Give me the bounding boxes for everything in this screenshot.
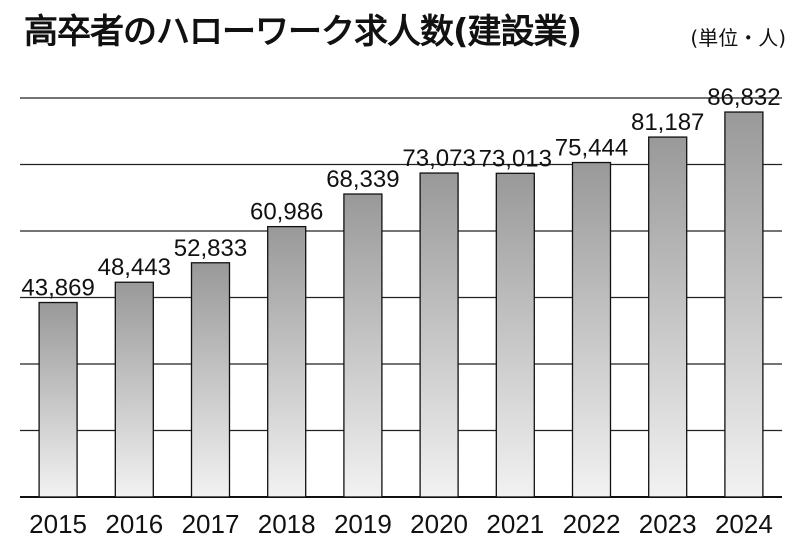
value-label-2018: 60,986 [250, 199, 323, 226]
value-label-2016: 48,443 [98, 254, 171, 281]
bar-2022 [571, 161, 612, 498]
x-tick-2018: 2018 [258, 509, 316, 539]
x-tick-2023: 2023 [639, 509, 697, 539]
bar-2017 [190, 262, 231, 498]
bar-2023 [648, 136, 688, 498]
x-tick-2016: 2016 [105, 509, 163, 539]
unit-label: (単位・人) [690, 26, 786, 50]
value-label-2021: 73,013 [479, 145, 552, 172]
value-label-2019: 68,339 [326, 166, 399, 193]
value-label-2024: 86,832 [707, 84, 780, 111]
bar-2016 [114, 281, 154, 498]
value-label-2017: 52,833 [174, 235, 247, 262]
bar-2018 [267, 225, 307, 498]
chart-title: 高卒者のハローワーク求人数(建設業) [24, 12, 582, 52]
value-label-2020: 73,073 [402, 145, 475, 172]
x-tick-2019: 2019 [334, 509, 392, 539]
x-tick-2020: 2020 [410, 509, 468, 539]
x-tick-2017: 2017 [182, 509, 240, 539]
value-label-2023: 81,187 [631, 109, 704, 136]
bar-2021 [495, 172, 535, 498]
x-tick-2021: 2021 [486, 509, 544, 539]
bar-2019 [343, 193, 383, 498]
value-label-2015: 43,869 [21, 275, 94, 302]
bar-2020 [419, 172, 459, 498]
x-tick-2024: 2024 [715, 509, 773, 539]
x-tick-2022: 2022 [563, 509, 621, 539]
value-label-2022: 75,444 [555, 135, 628, 162]
bar-2024 [724, 111, 764, 498]
bar-2015 [38, 301, 78, 498]
x-tick-2015: 2015 [29, 509, 87, 539]
